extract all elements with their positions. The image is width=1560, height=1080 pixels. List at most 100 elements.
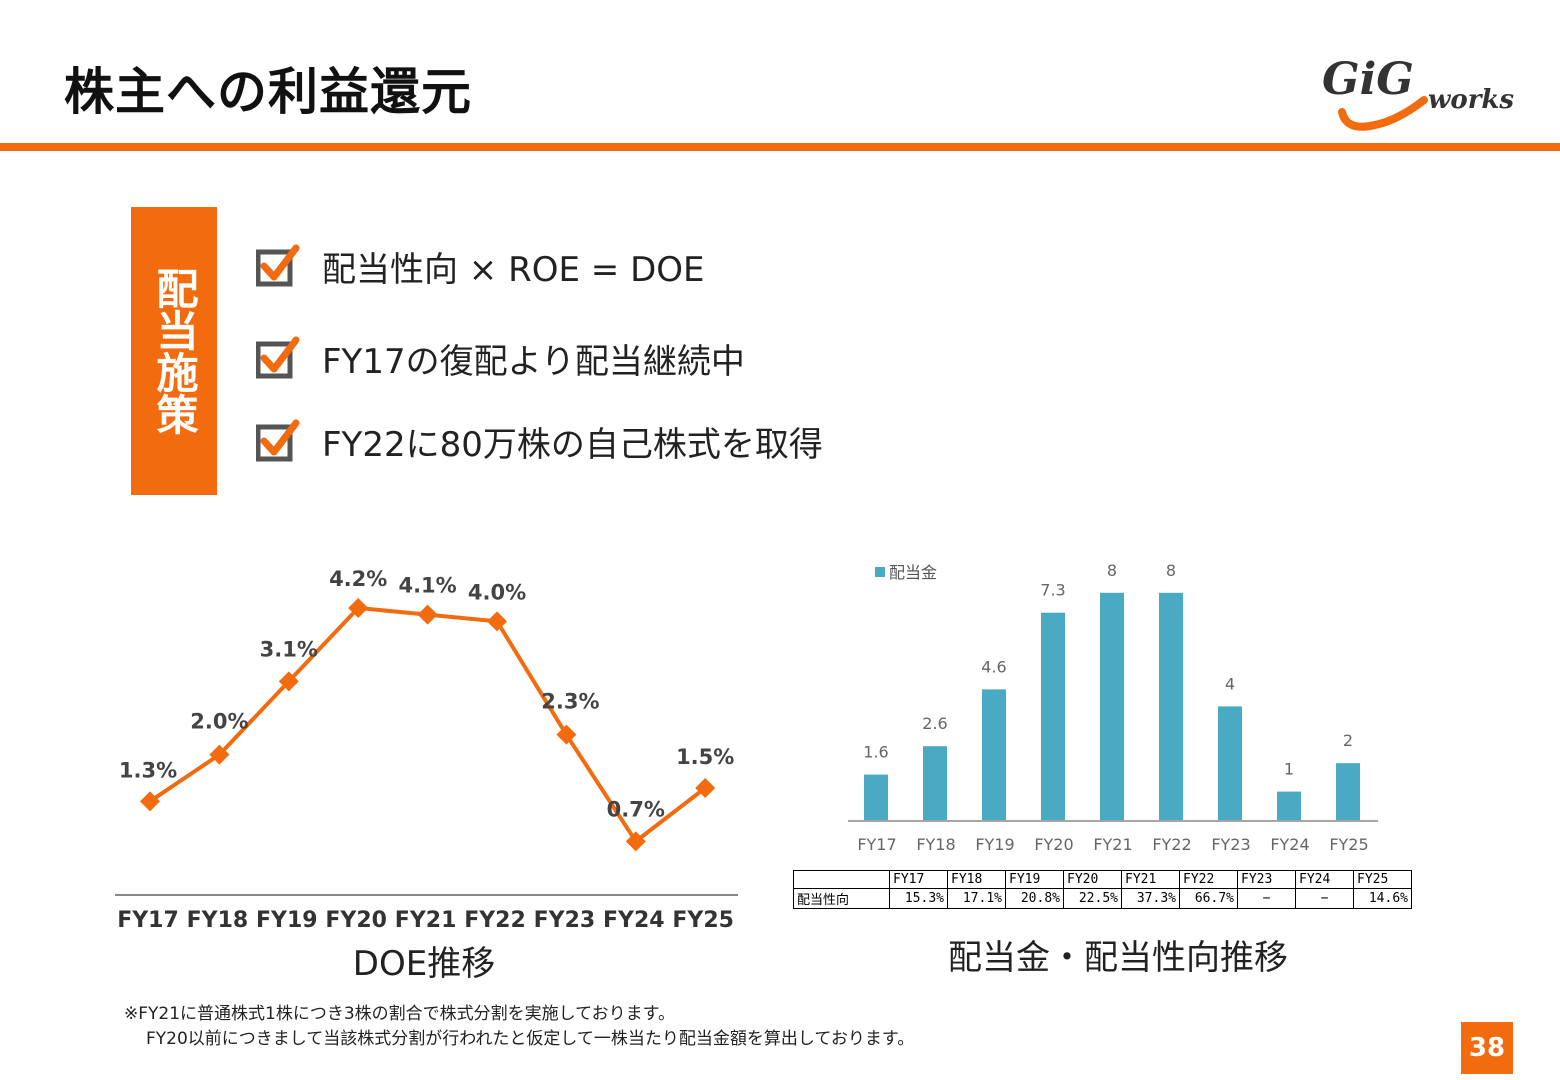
doe-tick-label: FY25 xyxy=(672,908,734,933)
doe-data-label: 4.2% xyxy=(329,567,387,591)
table-header-row: FY17 FY18 FY19 FY20 FY21 FY22 FY23 FY24 … xyxy=(793,870,1412,889)
dividend-bar-chart: 配当金 1.6 FY17 2.6 FY18 4.6 FY19 7.3 FY20 8 FY21 8 FY2… xyxy=(848,561,1378,854)
table-header-cell: FY21 xyxy=(1121,870,1180,889)
table-header-cell: FY24 xyxy=(1295,870,1354,889)
table-header-cell: FY17 xyxy=(889,870,948,889)
doe-data-label: 1.3% xyxy=(119,758,177,782)
page-number: 38 xyxy=(1461,1022,1513,1074)
policy-item: FY22に80万株の自己株式を取得 xyxy=(256,416,823,466)
doe-data-label: 2.3% xyxy=(541,690,599,714)
dividend-bar xyxy=(982,689,1006,820)
dividend-tick-label: FY25 xyxy=(1329,835,1368,854)
doe-point xyxy=(625,831,646,852)
doe-data-label: 3.1% xyxy=(260,637,318,661)
doe-tick-label: FY19 xyxy=(256,908,318,933)
footnote-line: FY20以前につきまして当該株式分割が行われたと仮定して一株当たり配当金額を算出… xyxy=(146,1029,915,1049)
table-corner-cell xyxy=(793,870,890,889)
table-cell: − xyxy=(1295,888,1354,909)
dividend-tick-label: FY20 xyxy=(1034,835,1073,854)
dividend-tick-label: FY23 xyxy=(1211,835,1250,854)
doe-point xyxy=(695,778,716,798)
doe-point xyxy=(209,744,230,765)
logo-text-main: GiG xyxy=(1322,54,1414,105)
dividend-bar xyxy=(923,746,947,820)
logo-text-sub: works xyxy=(1428,85,1514,115)
policy-item: FY17の復配より配当継続中 xyxy=(256,333,745,383)
table-cell: 17.1% xyxy=(947,888,1006,909)
footnote-line: ※FY21に普通株式1株につき3株の割合で株式分割を実施しております。 xyxy=(124,1004,675,1024)
dividend-data-label: 2 xyxy=(1343,731,1353,750)
dividend-bar xyxy=(1041,612,1065,820)
doe-point xyxy=(556,724,577,745)
legend-swatch xyxy=(875,567,885,577)
doe-point xyxy=(278,671,299,692)
payout-ratio-table: FY17 FY18 FY19 FY20 FY21 FY22 FY23 FY24 … xyxy=(793,870,1412,909)
dividend-bar xyxy=(1336,763,1360,820)
dividend-tick-label: FY19 xyxy=(975,835,1014,854)
policy-item-text: FY22に80万株の自己株式を取得 xyxy=(322,424,823,465)
doe-data-label: 1.5% xyxy=(676,745,734,769)
company-logo: GiG works xyxy=(1322,54,1514,131)
table-row: 配当性向 15.3% 17.1% 20.8% 22.5% 37.3% 66.7%… xyxy=(793,888,1412,909)
logo-swoosh xyxy=(1338,96,1428,131)
doe-tick-label: FY18 xyxy=(187,908,249,933)
dividend-tick-label: FY18 xyxy=(916,835,955,854)
checkbox-checked-icon xyxy=(256,336,300,379)
dividend-bar xyxy=(1277,791,1301,820)
table-header-cell: FY23 xyxy=(1237,870,1296,889)
legend-label: 配当金 xyxy=(889,563,937,582)
dividend-bar xyxy=(1218,706,1242,820)
dividend-bar xyxy=(1100,592,1124,820)
dividend-chart-caption: 配当金・配当性向推移 xyxy=(948,938,1288,978)
doe-point xyxy=(140,791,160,812)
dividend-data-label: 4 xyxy=(1225,674,1235,693)
table-header-cell: FY25 xyxy=(1353,870,1412,889)
table-cell: 22.5% xyxy=(1063,888,1122,909)
table-row-label: 配当性向 xyxy=(793,888,890,909)
doe-tick-label: FY24 xyxy=(603,908,665,933)
dividend-tick-label: FY22 xyxy=(1152,835,1191,854)
doe-tick-label: FY22 xyxy=(464,908,526,933)
dividend-data-label: 1 xyxy=(1284,760,1294,779)
table-cell: − xyxy=(1237,888,1296,909)
dividend-tick-label: FY21 xyxy=(1093,835,1132,854)
dividend-bar xyxy=(1159,592,1183,820)
footnote: ※FY21に普通株式1株につき3株の割合で株式分割を実施しております。 FY20… xyxy=(124,1002,914,1052)
doe-data-label: 4.0% xyxy=(468,580,526,604)
policy-label: 配当施策 xyxy=(150,267,199,435)
table-header-cell: FY18 xyxy=(947,870,1006,889)
table-cell: 66.7% xyxy=(1179,888,1238,909)
dividend-data-label: 2.6 xyxy=(922,714,947,733)
doe-data-label: 0.7% xyxy=(607,797,665,821)
page-title: 株主への利益還元 xyxy=(64,63,472,121)
dividend-tick-label: FY17 xyxy=(857,835,896,854)
table-cell: 15.3% xyxy=(889,888,948,909)
doe-data-label: 4.1% xyxy=(398,574,456,598)
doe-line-chart: 1.3% FY17 2.0% FY18 3.1% FY19 4.2% FY20 4.1% FY21… xyxy=(115,567,738,933)
doe-point xyxy=(417,604,438,625)
policy-item-text: FY17の復配より配当継続中 xyxy=(322,341,745,382)
policy-item-text: 配当性向 × ROE = DOE xyxy=(322,249,705,290)
doe-chart-caption: DOE推移 xyxy=(352,944,496,984)
doe-data-label: 2.0% xyxy=(190,710,248,734)
dividend-data-label: 7.3 xyxy=(1040,581,1065,600)
title-underline xyxy=(0,143,1560,151)
table-header-cell: FY22 xyxy=(1179,870,1238,889)
dividend-data-label: 1.6 xyxy=(863,743,888,762)
checkbox-checked-icon xyxy=(256,244,300,287)
doe-tick-label: FY20 xyxy=(325,908,387,933)
table-cell: 14.6% xyxy=(1353,888,1412,909)
dividend-bar xyxy=(864,774,888,820)
table-header-cell: FY19 xyxy=(1005,870,1064,889)
doe-tick-label: FY23 xyxy=(534,908,596,933)
dividend-data-label: 4.6 xyxy=(981,657,1006,676)
dividend-tick-label: FY24 xyxy=(1270,835,1309,854)
policy-item: 配当性向 × ROE = DOE xyxy=(256,241,705,291)
doe-tick-label: FY17 xyxy=(117,908,179,933)
dividend-data-label: 8 xyxy=(1166,561,1176,580)
table-cell: 20.8% xyxy=(1005,888,1064,909)
table-header-cell: FY20 xyxy=(1063,870,1122,889)
doe-point xyxy=(348,598,369,618)
table-cell: 37.3% xyxy=(1121,888,1180,909)
policy-label-box: 配当施策 xyxy=(131,207,217,495)
